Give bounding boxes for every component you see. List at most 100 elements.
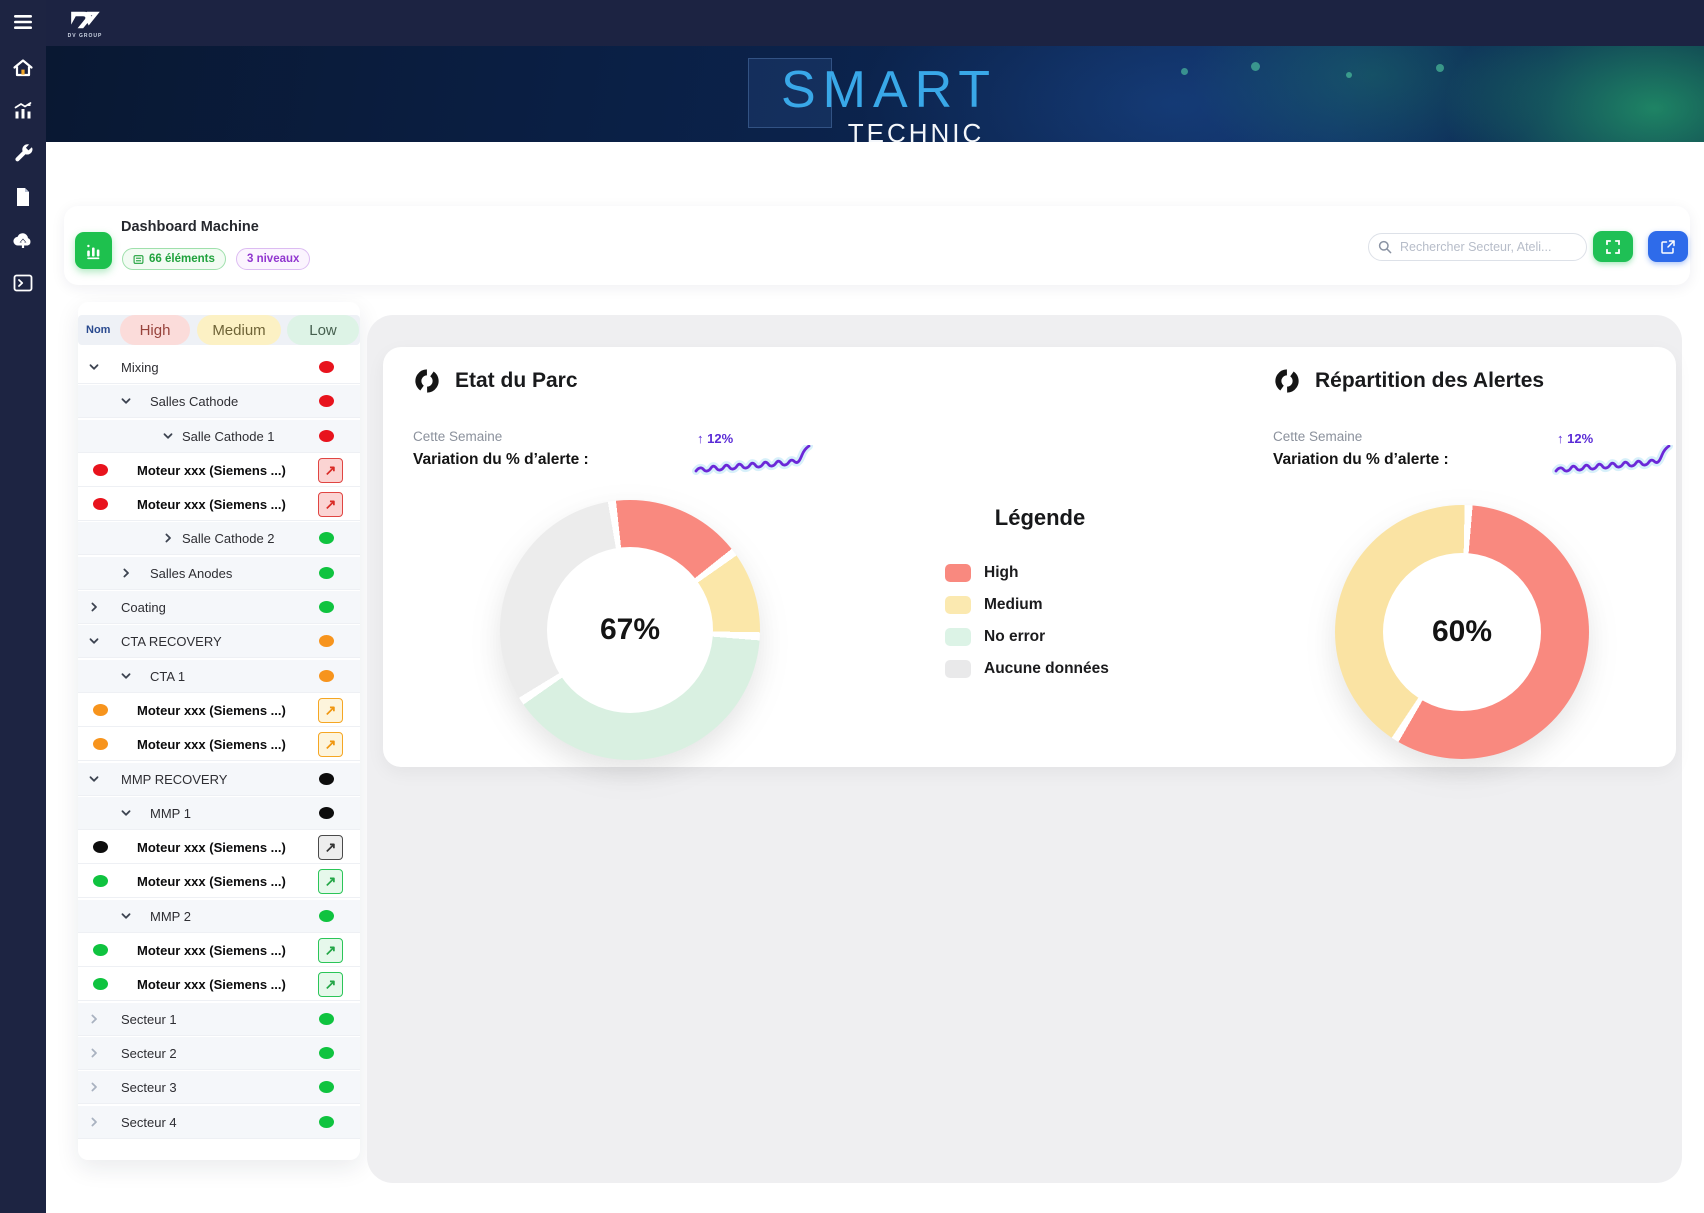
legend: High Medium No error Aucune données [945,557,1109,685]
menu-icon[interactable] [11,10,35,34]
open-external-button[interactable] [1648,231,1688,262]
tree-row[interactable]: Secteur 1 [78,1002,360,1036]
tree-row[interactable]: Moteur xxx (Siemens ...) ↗ [78,831,360,865]
arrow-up-right-icon: ↗ [324,736,337,753]
tree-row[interactable]: Secteur 3 [78,1071,360,1105]
chevron-right-icon[interactable] [88,1116,100,1128]
status-dot-green [319,566,334,579]
tree-row[interactable]: Salles Cathode [78,385,360,419]
legend-label: High [984,564,1019,581]
cloud-upload-icon[interactable] [11,228,35,252]
tree-row[interactable]: Moteur xxx (Siemens ...) ↗ [78,693,360,727]
tree-row[interactable]: CTA 1 [78,659,360,693]
tree-row[interactable]: Salles Anodes [78,556,360,590]
status-dot-green [93,875,108,888]
banner-decor-dot [1251,62,1260,71]
banner-decor-dot [1181,68,1188,75]
tools-icon[interactable] [11,142,35,166]
banner-decor-dot [1436,64,1444,72]
tree-row[interactable]: Moteur xxx (Siemens ...) ↗ [78,453,360,487]
logo-brand-text: DV GROUP [67,32,103,39]
banner-title-technic: TECHNIC [847,118,985,142]
tree-row[interactable]: Secteur 2 [78,1036,360,1070]
chevron-down-icon[interactable] [120,395,132,407]
tree-row-label: Secteur 1 [121,1011,177,1027]
chevron-down-icon[interactable] [120,910,132,922]
chevron-down-icon[interactable] [162,430,174,442]
tree-row-label: Secteur 3 [121,1080,177,1096]
tree-row-label: Moteur xxx (Siemens ...) [137,874,286,890]
home-icon[interactable] [11,56,35,80]
open-detail-button[interactable]: ↗ [318,492,343,518]
right-trend-sparkline [1552,445,1673,476]
left-trend-sparkline [692,445,813,476]
fullscreen-button[interactable] [1593,231,1633,262]
open-detail-button[interactable]: ↗ [318,972,343,998]
tree-row[interactable]: Moteur xxx (Siemens ...) ↗ [78,934,360,968]
status-dot-red [93,498,108,511]
open-detail-button[interactable]: ↗ [318,869,343,895]
chevron-right-icon[interactable] [88,1081,100,1093]
chevron-down-icon[interactable] [120,670,132,682]
console-icon[interactable] [11,271,35,295]
chevron-right-icon[interactable] [162,532,174,544]
tree-row[interactable]: MMP RECOVERY [78,762,360,796]
right-trend-delta: 12% [1557,431,1593,446]
tree-row[interactable]: Moteur xxx (Siemens ...) ↗ [78,968,360,1002]
tree-row[interactable]: Moteur xxx (Siemens ...) ↗ [78,865,360,899]
tree-row[interactable]: Moteur xxx (Siemens ...) ↗ [78,488,360,522]
elements-count-label: 66 éléments [149,253,215,265]
status-dot-black [319,806,334,819]
tree-row[interactable]: Salle Cathode 2 [78,522,360,556]
arrow-up-right-icon: ↗ [324,461,337,478]
tree-row[interactable]: Mixing [78,351,360,384]
dv-group-logo[interactable]: DV GROUP [52,2,118,44]
column-high-filter[interactable]: High [120,315,190,345]
open-detail-button[interactable]: ↗ [318,938,343,964]
levels-count-badge: 3 niveaux [236,248,311,270]
chevron-right-icon[interactable] [88,601,100,613]
tree-row-label: Moteur xxx (Siemens ...) [137,737,286,753]
tree-row[interactable]: MMP 1 [78,796,360,830]
document-icon[interactable] [11,185,35,209]
tree-row-label: Moteur xxx (Siemens ...) [137,943,286,959]
chevron-down-icon[interactable] [120,807,132,819]
status-dot-red [93,463,108,476]
open-detail-button[interactable]: ↗ [318,732,343,758]
search-input[interactable] [1368,233,1587,261]
analytics-icon[interactable] [11,99,35,123]
charts-panel: Etat du Parc Cette Semaine Variation du … [367,315,1682,1183]
open-detail-button[interactable]: ↗ [318,697,343,723]
tree-row[interactable]: Salle Cathode 1 [78,419,360,453]
open-detail-button[interactable]: ↗ [318,835,343,861]
chevron-right-icon[interactable] [88,1047,100,1059]
chevron-right-icon[interactable] [88,1013,100,1025]
chevron-down-icon[interactable] [88,773,100,785]
status-dot-orange [93,738,108,751]
tree-row[interactable]: Secteur 4 [78,1105,360,1139]
chevron-down-icon[interactable] [88,635,100,647]
legend-swatch [945,596,971,614]
chevron-right-icon[interactable] [120,567,132,579]
legend-item: No error [945,621,1109,653]
status-dot-green [319,1115,334,1128]
tree-row-label: Secteur 4 [121,1114,177,1130]
tree-row[interactable]: Moteur xxx (Siemens ...) ↗ [78,728,360,762]
chevron-down-icon[interactable] [88,361,100,373]
arrow-up-right-icon: ↗ [324,942,337,959]
column-low-filter[interactable]: Low [287,315,359,345]
banner-decor-dot [1346,72,1352,78]
tree-row[interactable]: Coating [78,591,360,625]
tree-row[interactable]: MMP 2 [78,899,360,933]
dashboard-app-icon [75,232,112,269]
open-detail-button[interactable]: ↗ [318,457,343,483]
status-dot-orange [319,635,334,648]
left-chart-metric-label: Variation du % d’alerte : [413,451,589,468]
topbar [0,0,1704,46]
column-medium-filter[interactable]: Medium [197,315,281,345]
tree-row-label: Salle Cathode 2 [182,531,275,547]
status-dot-green [93,978,108,991]
repartition-alertes-donut: 60% [1335,505,1589,759]
tree-row[interactable]: CTA RECOVERY [78,625,360,659]
